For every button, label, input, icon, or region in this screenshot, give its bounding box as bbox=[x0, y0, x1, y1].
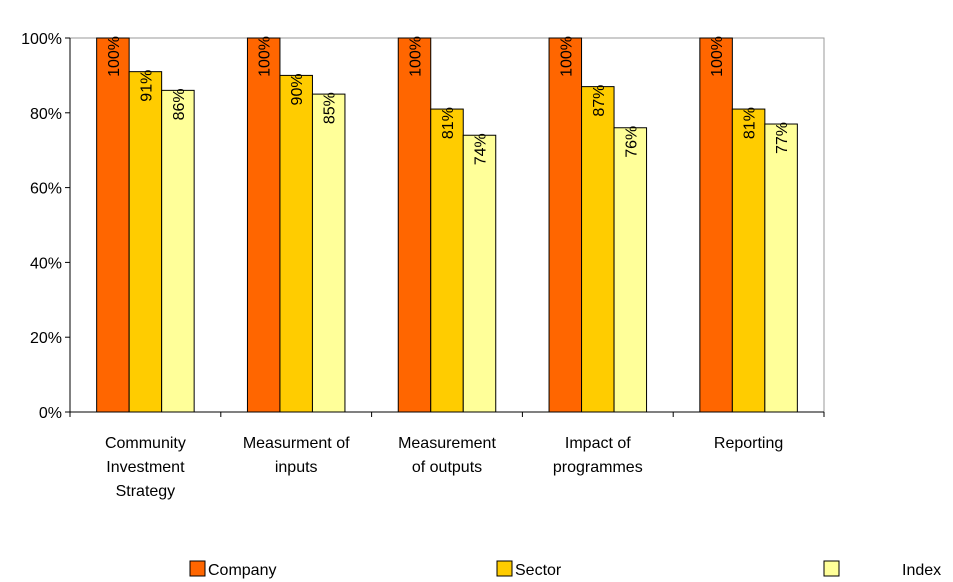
bar-company bbox=[699, 37, 733, 413]
y-tick-label: 60% bbox=[30, 181, 62, 198]
bar-index bbox=[161, 89, 195, 413]
legend-swatch-company bbox=[189, 560, 206, 577]
data-label: 81% bbox=[440, 107, 457, 139]
legend: Company Sector Index bbox=[189, 560, 941, 579]
data-label: 77% bbox=[774, 122, 791, 154]
bar-sector bbox=[128, 71, 163, 413]
data-label: 91% bbox=[138, 70, 155, 102]
bar-sector bbox=[430, 108, 464, 413]
legend-swatch-index bbox=[823, 560, 840, 577]
legend-label-company: Company bbox=[208, 562, 276, 579]
y-tick-label: 20% bbox=[30, 330, 62, 347]
data-label: 100% bbox=[106, 36, 123, 77]
bar-sector bbox=[279, 74, 313, 413]
data-label: 90% bbox=[289, 73, 306, 105]
data-label: 81% bbox=[742, 107, 759, 139]
bar-sector bbox=[581, 86, 615, 413]
data-label: 100% bbox=[408, 36, 425, 77]
legend-label-sector: Sector bbox=[515, 562, 562, 579]
data-label: 100% bbox=[257, 36, 274, 77]
legend-swatch-sector bbox=[496, 560, 513, 577]
bar-company bbox=[548, 37, 583, 413]
y-tick-label: 80% bbox=[30, 106, 62, 123]
data-label: 76% bbox=[623, 126, 640, 158]
legend-label-index: Index bbox=[902, 562, 941, 579]
y-tick-label: 0% bbox=[39, 405, 62, 422]
data-label: 86% bbox=[171, 88, 188, 120]
data-label: 100% bbox=[558, 36, 575, 77]
x-tick-label: Impact of programmes bbox=[553, 435, 643, 476]
x-tick-label: Community Investment Strategy bbox=[105, 435, 186, 500]
x-tick-label: Measurment of inputs bbox=[243, 435, 350, 476]
bar-index bbox=[613, 127, 648, 413]
bar-company bbox=[96, 37, 130, 413]
y-tick-label: 100% bbox=[21, 31, 62, 48]
y-tick-label: 40% bbox=[30, 255, 62, 272]
bar-sector bbox=[731, 108, 766, 413]
bars: 100% 91% 86% 100% 90% 85% 100% 81% 74% 100% 87% 76%… bbox=[96, 36, 798, 413]
bar-index bbox=[311, 93, 346, 413]
data-label: 87% bbox=[591, 85, 608, 117]
bar-index bbox=[764, 123, 798, 413]
data-label: 100% bbox=[709, 36, 726, 77]
x-tick-label: Measurement of outputs bbox=[398, 435, 496, 476]
data-label: 85% bbox=[322, 92, 339, 124]
x-axis: Community Investment Strategy Measurment of… bbox=[69, 411, 825, 500]
bar-index bbox=[462, 134, 497, 413]
bar-company bbox=[246, 37, 281, 413]
x-tick-label: Reporting bbox=[714, 435, 783, 452]
data-label: 74% bbox=[473, 133, 490, 165]
bar-company bbox=[397, 37, 432, 413]
y-axis: 0% 20% 40% 60% 80% 100% bbox=[21, 31, 71, 422]
